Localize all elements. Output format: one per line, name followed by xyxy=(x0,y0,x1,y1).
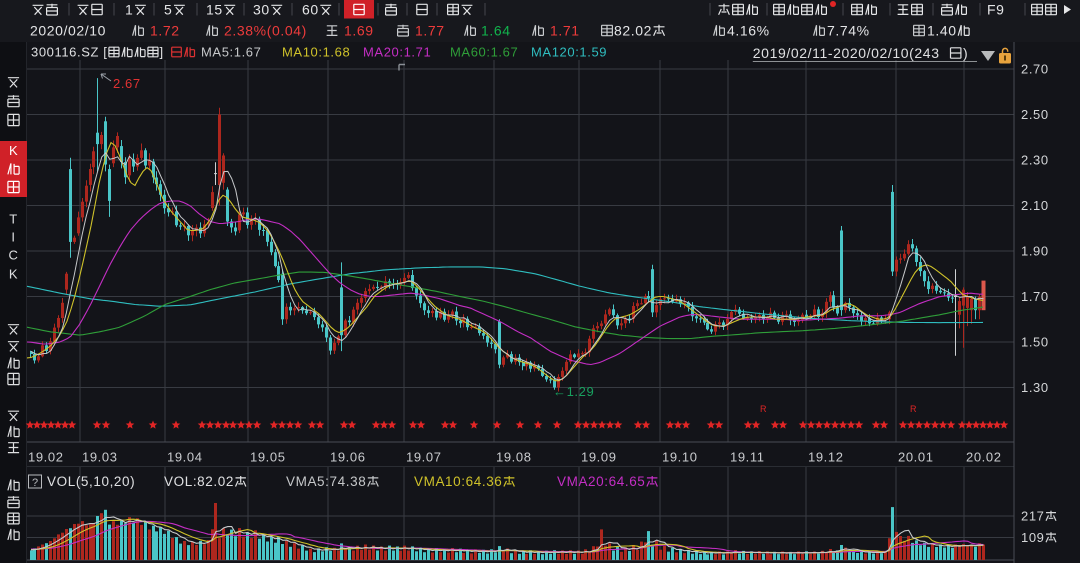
svg-text:19.08: 19.08 xyxy=(496,449,532,464)
svg-text:2.50: 2.50 xyxy=(1021,107,1049,122)
svg-text:2.30: 2.30 xyxy=(1021,152,1049,167)
svg-text:): ) xyxy=(963,45,968,61)
svg-text:I: I xyxy=(11,230,15,245)
svg-text:1.77: 1.77 xyxy=(415,22,445,38)
svg-text:1.40: 1.40 xyxy=(927,22,957,38)
svg-text:109: 109 xyxy=(1021,530,1045,545)
svg-text:19.03: 19.03 xyxy=(82,449,118,464)
svg-text:19.05: 19.05 xyxy=(250,449,286,464)
svg-text:19.04: 19.04 xyxy=(167,449,203,464)
svg-text:MA20:1.71: MA20:1.71 xyxy=(363,44,431,59)
svg-text:K: K xyxy=(9,143,18,158)
svg-text:300116.SZ [: 300116.SZ [ xyxy=(31,44,107,59)
svg-text:VMA10:64.36: VMA10:64.36 xyxy=(414,474,502,489)
svg-text:2019/02/11-2020/02/10(243: 2019/02/11-2020/02/10(243 xyxy=(753,45,940,61)
svg-text:7.74%: 7.74% xyxy=(827,22,870,38)
svg-text:82.02: 82.02 xyxy=(614,22,652,38)
svg-text:1: 1 xyxy=(125,1,133,17)
svg-text:60: 60 xyxy=(302,1,319,17)
svg-text:1.71: 1.71 xyxy=(550,22,580,38)
svg-text:?: ? xyxy=(32,477,39,489)
svg-text:19.02: 19.02 xyxy=(28,449,64,464)
svg-text:217: 217 xyxy=(1021,508,1045,523)
svg-text:MA60:1.67: MA60:1.67 xyxy=(450,44,518,59)
svg-text:2.10: 2.10 xyxy=(1021,198,1049,213)
svg-text:1.90: 1.90 xyxy=(1021,243,1049,258)
svg-text:1.30: 1.30 xyxy=(1021,380,1049,395)
svg-text:19.09: 19.09 xyxy=(581,449,617,464)
svg-text:2.38%(0.04): 2.38%(0.04) xyxy=(224,22,307,38)
svg-text:20.02: 20.02 xyxy=(966,449,1002,464)
svg-text:19.12: 19.12 xyxy=(808,449,844,464)
svg-text:MA120:1.59: MA120:1.59 xyxy=(531,44,607,59)
svg-text:5: 5 xyxy=(164,1,172,17)
svg-text:F9: F9 xyxy=(987,1,1005,17)
svg-text:1.64: 1.64 xyxy=(481,22,511,38)
svg-text:2.70: 2.70 xyxy=(1021,61,1049,76)
svg-text:2.67: 2.67 xyxy=(113,76,141,91)
svg-text:VOL(5,10,20): VOL(5,10,20) xyxy=(47,474,135,489)
svg-text:1.69: 1.69 xyxy=(344,22,374,38)
svg-text:VOL:82.02: VOL:82.02 xyxy=(164,474,234,489)
svg-text:VMA20:64.65: VMA20:64.65 xyxy=(557,474,645,489)
svg-text:VMA5:74.38: VMA5:74.38 xyxy=(286,474,366,489)
svg-text:R: R xyxy=(760,404,767,414)
svg-text:19.06: 19.06 xyxy=(330,449,366,464)
svg-text:K: K xyxy=(9,267,18,282)
svg-text:19.10: 19.10 xyxy=(662,449,698,464)
svg-text:T: T xyxy=(9,212,18,227)
svg-text:2020/02/10: 2020/02/10 xyxy=(30,22,106,38)
svg-text:30: 30 xyxy=(253,1,270,17)
svg-text:1.72: 1.72 xyxy=(150,22,180,38)
svg-text:19.07: 19.07 xyxy=(406,449,442,464)
svg-text:MA10:1.68: MA10:1.68 xyxy=(282,44,350,59)
svg-text:15: 15 xyxy=(206,1,223,17)
svg-text:]: ] xyxy=(160,44,164,59)
svg-text:←1.29: ←1.29 xyxy=(553,384,594,399)
svg-text:R: R xyxy=(910,404,917,414)
svg-text:1.70: 1.70 xyxy=(1021,289,1049,304)
svg-text:C: C xyxy=(9,248,19,263)
svg-text:4.16%: 4.16% xyxy=(727,22,770,38)
svg-text:19.11: 19.11 xyxy=(730,449,765,464)
svg-text:1.50: 1.50 xyxy=(1021,334,1049,349)
svg-text:MA5:1.67: MA5:1.67 xyxy=(201,44,261,59)
svg-text:20.01: 20.01 xyxy=(898,449,934,464)
